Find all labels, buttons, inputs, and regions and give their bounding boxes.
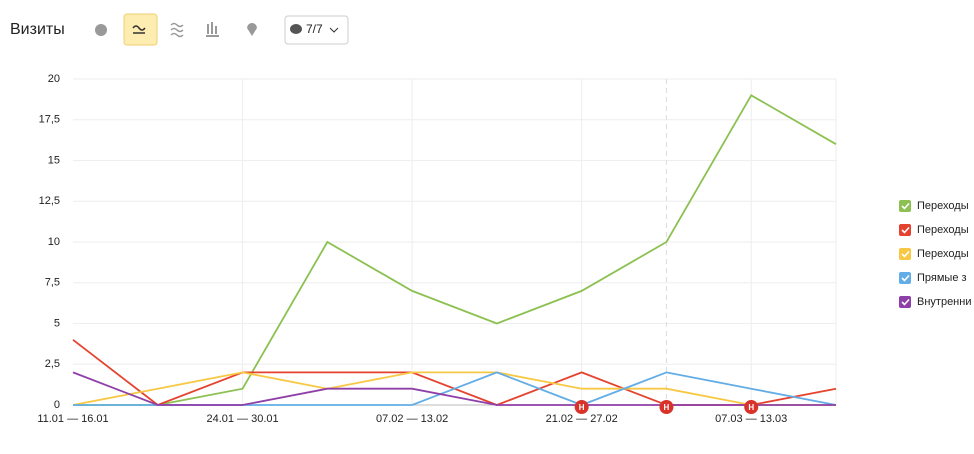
page-title: Визиты [10,21,65,38]
annotation-label[interactable]: Н [748,403,754,412]
y-tick-label: 10 [48,236,60,248]
legend-check [901,226,910,234]
y-tick-label: 12,5 [39,195,60,207]
y-tick-label: 7,5 [45,277,60,289]
y-tick-label: 2,5 [45,358,60,370]
filter-button-label[interactable]: 7/7 [306,22,323,36]
x-tick-label: 24.01 — 30.01 [206,413,278,425]
series-line [72,371,836,406]
legend-label: Прямые з [917,272,967,284]
comment-icon [290,24,302,34]
x-tick-label: 11.01 — 16.01 [37,413,108,425]
series-line [73,94,837,406]
legend-check [901,250,910,258]
y-tick-label: 17,5 [39,114,60,126]
annotation-marker [659,400,674,414]
legend-checkbox[interactable] [899,224,911,236]
map-icon[interactable] [247,23,257,36]
legend-label: Внутренни [917,296,971,308]
toolbar: 7/7 [95,13,349,46]
legend-checkbox[interactable] [899,248,911,260]
y-tick-label: 20 [48,73,60,85]
legend-label: Переходы [917,224,969,236]
annotation-label[interactable]: Н [579,403,585,412]
annotation-marker [744,400,759,414]
legend-checkbox[interactable] [899,296,911,308]
legend-label: Переходы [917,200,969,212]
line-icon [132,25,146,34]
y-tick-label: 15 [48,154,60,166]
bar-icon[interactable] [206,22,219,37]
annotation-marker [574,400,589,414]
pie-icon[interactable] [95,24,107,36]
x-tick-label: 07.03 — 13.03 [715,413,787,425]
area-icon[interactable] [170,22,184,38]
filter-button[interactable] [284,15,349,45]
legend-check [901,298,910,306]
x-tick-label: 07.02 — 13.02 [376,413,448,425]
legend-checkbox[interactable] [899,272,911,284]
x-tick-label: 21.02 — 27.02 [546,413,618,425]
legend-check [901,274,910,282]
annotation-label[interactable]: Н [664,403,670,412]
series-line [72,371,836,406]
legend-label: Переходы [917,248,969,260]
legend-checkbox[interactable] [899,200,911,212]
y-tick-label: 0 [54,399,60,411]
chevron [329,27,339,33]
y-tick-label: 5 [54,317,60,329]
legend-check [901,202,910,210]
